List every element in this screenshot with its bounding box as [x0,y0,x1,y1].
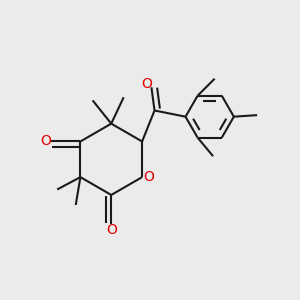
Text: O: O [106,223,117,237]
Text: O: O [40,134,51,148]
Text: O: O [143,170,155,184]
Text: O: O [141,76,152,91]
